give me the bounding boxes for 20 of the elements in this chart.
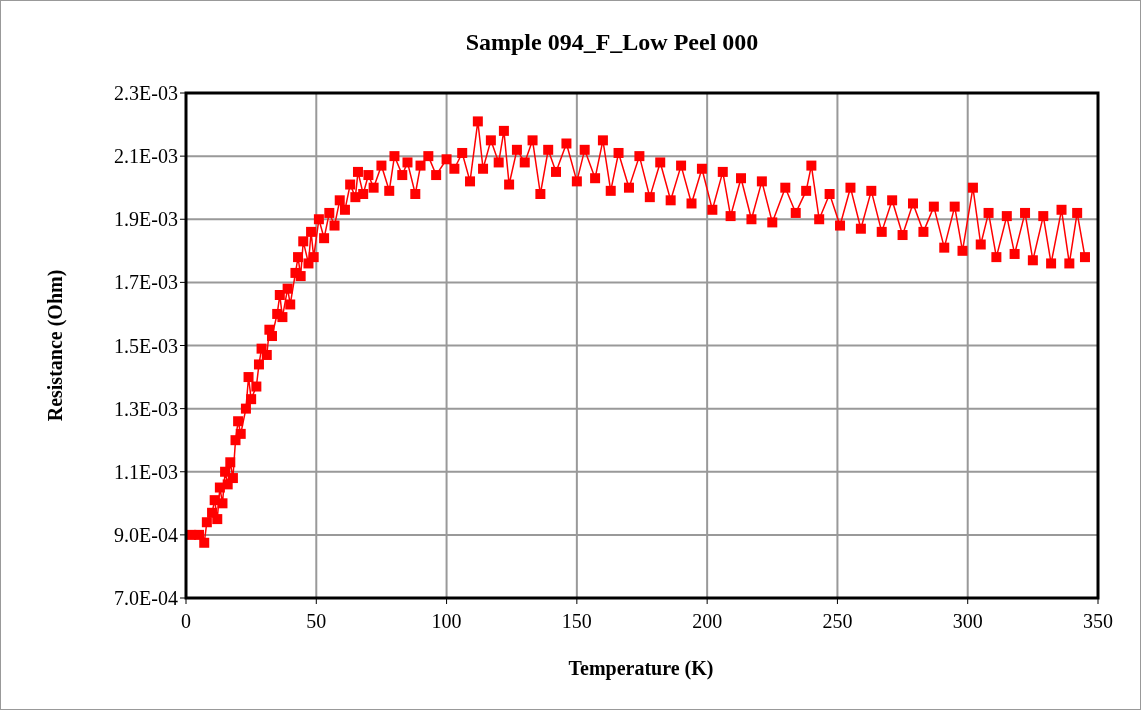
- x-tick-label: 100: [431, 610, 462, 632]
- y-axis-title: Resistance (Ohm): [44, 269, 67, 422]
- x-tick-label: 0: [181, 610, 191, 632]
- y-tick-label: 7.0E-04: [114, 587, 178, 609]
- x-tick-label: 200: [692, 610, 723, 632]
- x-tick-label: 50: [306, 610, 327, 632]
- y-tick-label: 1.5E-03: [114, 334, 178, 357]
- y-tick-label: 1.3E-03: [114, 397, 178, 420]
- y-tick-label: 1.9E-03: [114, 208, 178, 231]
- x-tick-label: 300: [952, 610, 983, 632]
- y-tick-label: 1.1E-03: [114, 460, 178, 483]
- x-tick-label: 150: [561, 610, 592, 632]
- y-tick-label: 1.7E-03: [114, 271, 178, 294]
- chart-title: Sample 094_F_Low Peel 000: [465, 29, 759, 55]
- y-tick-label: 9.0E-04: [114, 523, 178, 546]
- y-tick-label: 2.1E-03: [114, 145, 178, 168]
- x-tick-label: 350: [1083, 610, 1113, 632]
- x-tick-label: 250: [822, 610, 853, 632]
- y-tick-label: 2.3E-03: [114, 82, 178, 104]
- x-axis-title: Temperature (K): [568, 657, 714, 680]
